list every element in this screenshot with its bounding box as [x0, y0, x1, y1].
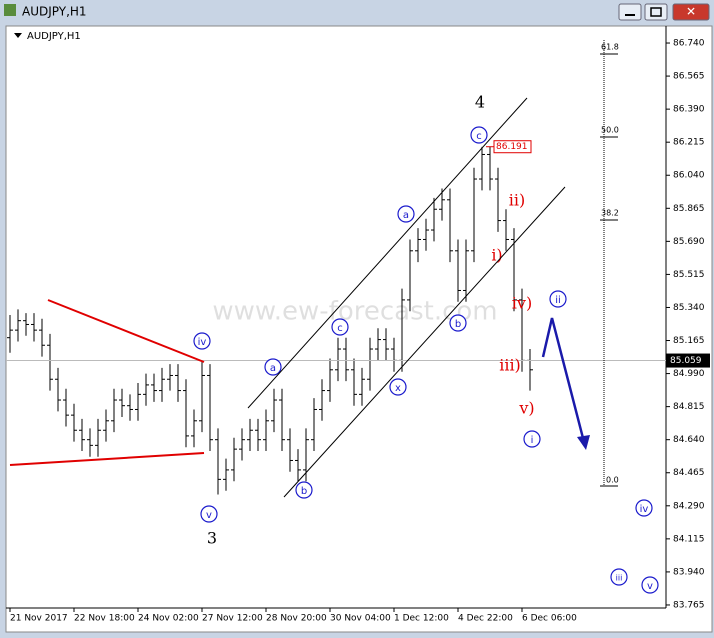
- wave-label: iii: [616, 574, 623, 583]
- wave-label: 3: [207, 529, 217, 548]
- wave-circle: [635, 499, 653, 517]
- wave-label: c: [476, 131, 482, 142]
- y-tick-label: 86.740: [673, 39, 705, 49]
- y-tick-label: 85.515: [673, 270, 705, 280]
- y-tick-label: 84.815: [673, 402, 705, 412]
- fib-label: 50.0: [601, 126, 619, 135]
- wave-label: v: [647, 581, 653, 592]
- x-tick-label: 27 Nov 12:00: [202, 614, 263, 624]
- fib-label: 0.0: [606, 476, 619, 485]
- wave-label: iv: [198, 337, 207, 348]
- x-tick-label: 21 Nov 2017: [10, 614, 68, 624]
- x-tick-label: 6 Dec 06:00: [522, 614, 577, 624]
- wave-label: iv: [640, 504, 649, 515]
- chart-symbol: AUDJPY,H1: [27, 31, 81, 42]
- x-tick-label: 1 Dec 12:00: [394, 614, 449, 624]
- window-buttons[interactable]: ✕: [618, 3, 710, 21]
- wave-label: i: [531, 435, 534, 446]
- wave-circle: [264, 358, 282, 376]
- wave-circle: [523, 430, 541, 448]
- x-tick-label: 4 Dec 22:00: [458, 614, 513, 624]
- y-tick-label: 84.115: [673, 534, 705, 544]
- fib-label: 38.2: [601, 209, 619, 218]
- wave-circle: [295, 481, 313, 499]
- wave-label: ii: [555, 295, 561, 306]
- symbol-marker: [14, 33, 22, 38]
- wave-circle: [200, 505, 218, 523]
- wave-label: v): [518, 399, 534, 418]
- wave-label: x: [395, 383, 401, 394]
- wave-circle: [470, 126, 488, 144]
- wave-circle: [449, 314, 467, 332]
- y-tick-label: 86.390: [673, 105, 705, 115]
- y-tick-label: 83.765: [673, 600, 705, 610]
- wave-label: ii): [509, 191, 525, 210]
- x-tick-label: 22 Nov 18:00: [74, 614, 135, 624]
- level-box: [493, 140, 532, 154]
- wave-circle: [641, 576, 659, 594]
- wave-circle: [193, 332, 211, 350]
- wave-label: b: [301, 486, 307, 497]
- wave-label: c: [337, 323, 343, 334]
- triangle-upper: [47, 299, 205, 363]
- y-tick-label: 86.215: [673, 138, 705, 148]
- channel-lower: [283, 186, 566, 498]
- triangle-lower: [9, 452, 205, 466]
- close-button[interactable]: [672, 3, 710, 21]
- wave-label: 4: [475, 93, 485, 112]
- channel-upper: [247, 97, 528, 409]
- projection-arrow: [541, 317, 586, 443]
- x-tick-label: 24 Nov 02:00: [138, 614, 199, 624]
- x-tick-label: 28 Nov 20:00: [266, 614, 327, 624]
- wave-label: a: [270, 363, 276, 374]
- current-price-box: [666, 353, 710, 368]
- wave-circle: [397, 205, 415, 223]
- y-tick-label: 85.165: [673, 336, 705, 346]
- y-tick-label: 83.940: [673, 567, 705, 577]
- wave-label: iii): [499, 356, 521, 375]
- y-tick-label: 84.990: [673, 369, 705, 379]
- y-tick-label: 84.290: [673, 501, 705, 511]
- wave-circle: [610, 568, 628, 586]
- wave-label: iv): [512, 294, 532, 313]
- wave-label: v: [206, 510, 212, 521]
- wave-circle: [389, 378, 407, 396]
- y-tick-label: 85.865: [673, 204, 705, 214]
- wave-label: i): [491, 246, 502, 265]
- y-tick-label: 85.340: [673, 303, 705, 313]
- arrow-head: [577, 435, 590, 450]
- wave-circle: [331, 318, 349, 336]
- y-tick-label: 85.690: [673, 237, 705, 247]
- maximize-button[interactable]: [644, 3, 668, 21]
- wave-circle: [549, 290, 567, 308]
- y-tick-label: 84.465: [673, 468, 705, 478]
- fib-label: 61.8: [601, 43, 619, 52]
- close-icon: ✕: [686, 5, 696, 19]
- y-tick-label: 86.040: [673, 171, 705, 181]
- current-price-label: 85.059: [670, 356, 702, 366]
- chart-area: [5, 25, 713, 633]
- wave-label: a: [403, 210, 409, 221]
- window-title: AUDJPY,H1: [22, 5, 87, 19]
- chart-layers: 86.740 86.565 86.390 86.215 86.040 85.865 85.6…: [6, 39, 710, 624]
- drawings: [9, 40, 618, 498]
- level-label: 86.191: [496, 142, 528, 152]
- maximize-icon: [650, 7, 662, 17]
- y-tick-label: 86.565: [673, 72, 705, 82]
- wave-label: b: [455, 319, 461, 330]
- minimize-button[interactable]: [618, 3, 642, 21]
- y-tick-label: 84.640: [673, 435, 705, 445]
- x-tick-label: 30 Nov 04:00: [330, 614, 391, 624]
- window-icon: [4, 4, 16, 16]
